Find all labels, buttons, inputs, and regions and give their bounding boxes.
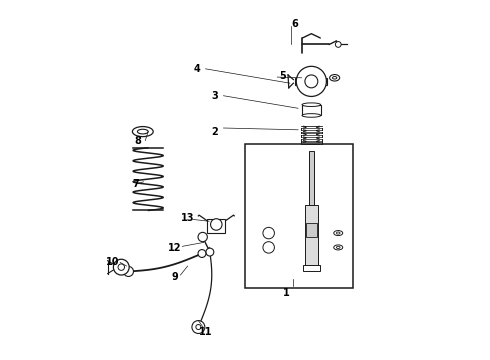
Circle shape: [206, 248, 214, 256]
Ellipse shape: [137, 129, 148, 134]
Text: 8: 8: [134, 136, 141, 145]
Ellipse shape: [334, 245, 343, 250]
Ellipse shape: [132, 127, 153, 136]
Ellipse shape: [302, 114, 320, 117]
Circle shape: [198, 232, 207, 242]
Circle shape: [211, 219, 222, 230]
Text: 1: 1: [283, 288, 290, 298]
Text: 9: 9: [172, 272, 178, 282]
Ellipse shape: [302, 103, 320, 107]
Circle shape: [196, 324, 201, 329]
Ellipse shape: [334, 230, 343, 235]
Text: 12: 12: [169, 243, 182, 253]
Bar: [302, 105, 320, 116]
Bar: [304, 205, 318, 266]
Circle shape: [335, 41, 341, 47]
Circle shape: [296, 66, 326, 96]
Ellipse shape: [333, 77, 337, 79]
Bar: [295, 78, 327, 85]
Ellipse shape: [337, 232, 340, 234]
Text: 5: 5: [279, 71, 286, 81]
Bar: [306, 223, 317, 237]
Ellipse shape: [330, 75, 340, 81]
Text: 2: 2: [211, 127, 218, 136]
Circle shape: [263, 242, 274, 253]
Circle shape: [113, 259, 129, 275]
Bar: [245, 144, 353, 288]
Circle shape: [305, 75, 318, 88]
Ellipse shape: [337, 246, 340, 248]
Circle shape: [118, 264, 124, 270]
Circle shape: [123, 266, 133, 276]
Circle shape: [192, 320, 205, 333]
Text: 4: 4: [193, 64, 200, 74]
Bar: [309, 151, 314, 209]
Circle shape: [263, 227, 274, 239]
Bar: [207, 219, 225, 233]
Text: 3: 3: [211, 91, 218, 101]
Text: 7: 7: [132, 179, 139, 189]
Bar: [303, 265, 320, 271]
Text: 13: 13: [181, 213, 195, 222]
Text: 6: 6: [292, 19, 298, 29]
Text: 10: 10: [105, 257, 119, 267]
Text: 11: 11: [199, 327, 212, 337]
Circle shape: [198, 249, 206, 257]
